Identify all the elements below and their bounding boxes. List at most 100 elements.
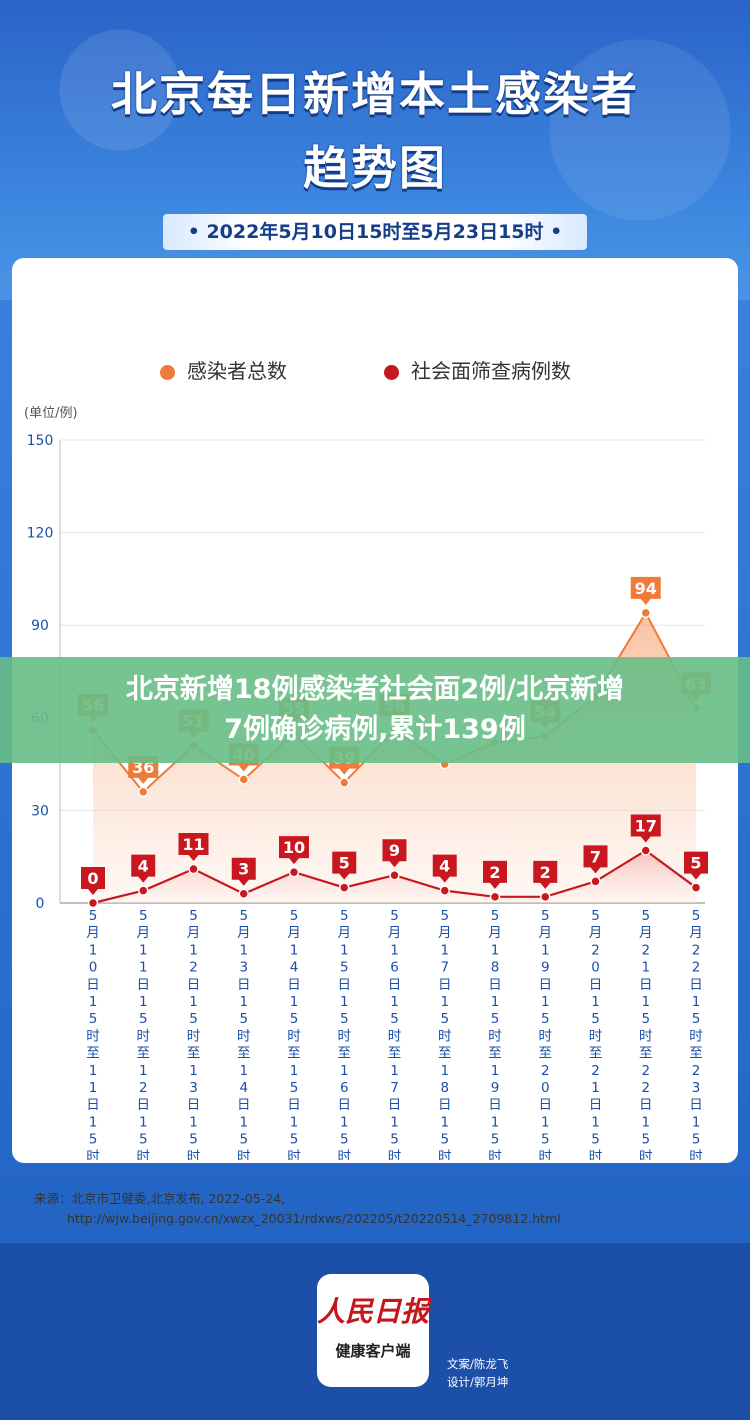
data-label: 7 [583,845,608,874]
data-label: 17 [630,814,661,843]
logo-caption: 健康客户端 [335,1342,411,1360]
source-url: http://wjw.beijing.gov.cn/xwzx_20031/rdx… [67,1211,561,1226]
data-label-box [131,854,156,883]
data-label-text: 4 [439,857,450,876]
data-point [489,891,501,903]
page-title-line1: 北京每日新增本土感染者 [111,67,639,121]
source-line1: 来源：北京市卫健委,北京发布, 2022-05-24, [34,1191,286,1206]
data-label-text: 9 [389,841,400,860]
x-tick-label: 5 月 1 7 日 1 5 时至 1 8 日 1 5 时 [438,908,452,1160]
credit-writer: 文案/陈龙飞 [447,1357,509,1371]
data-label: 0 [81,867,105,895]
data-point [439,885,450,896]
x-tick-label: 5 月 1 6 日 1 5 时至 1 7 日 1 5 时 [388,908,402,1160]
x-tick-label: 5 月 1 5 日 1 5 时至 1 6 日 1 5 时 [338,908,352,1160]
data-label-box [483,860,507,889]
headline-line2: 7例确诊病例,累计139例 [224,714,526,745]
y-tick-label: 90 [31,618,49,634]
data-label: 94 [630,576,661,605]
y-tick-label: 120 [27,526,54,542]
data-label: 5 [332,851,357,880]
legend-dot-red [384,365,399,380]
data-label-box [231,857,256,886]
data-label-text: 4 [138,857,149,876]
legend-dot-orange [160,365,175,380]
headline-line1: 北京新增18例感染者社会面2例/北京新增 [125,674,625,705]
data-label-box [630,814,661,843]
data-label-text: 7 [590,847,601,866]
data-point [188,863,199,875]
y-tick-label: 30 [31,803,49,819]
data-point [389,869,400,881]
data-label-text: 11 [182,835,204,854]
line-chart: 0306090120150 56365140553956549463041131… [27,433,711,1160]
data-point [138,786,149,798]
data-label-box [178,833,209,862]
x-tick-label: 5 月 1 3 日 1 5 时至 1 4 日 1 5 时 [237,908,251,1160]
data-label-box [382,839,407,868]
y-tick-label: 150 [27,433,54,449]
data-point [590,876,601,887]
legend-label-total: 感染者总数 [187,359,287,383]
data-label: 2 [483,860,507,889]
data-label-text: 94 [635,579,657,598]
x-tick-label: 5 月 1 4 日 1 5 时至 1 5 日 1 5 时 [287,908,301,1160]
data-label-box [684,851,708,880]
x-tick-label: 5 月 1 9 日 1 5 时至 2 0 日 1 5 时 [539,908,553,1160]
data-label-box [630,576,661,605]
app-logo: 人民日报 健康客户端 [317,1274,429,1387]
data-label: 11 [178,833,209,862]
data-label-box [432,854,457,883]
data-point [640,845,651,856]
data-point [288,866,300,878]
page-title-line2: 趋势图 [303,141,447,195]
data-point [339,882,350,893]
logo-script-text: 人民日报 [317,1295,430,1328]
x-tick-label: 5 月 1 2 日 1 5 时至 1 3 日 1 5 时 [187,908,201,1160]
data-label-text: 17 [635,817,657,836]
x-tick-label: 5 月 1 0 日 1 5 时至 1 1 日 1 5 时 [86,908,100,1160]
data-point [138,885,149,896]
data-point [640,607,651,619]
headline-banner: 北京新增18例感染者社会面2例/北京新增 7例确诊病例,累计139例 [0,657,750,763]
data-label-text: 3 [238,860,249,879]
date-range-badge: • 2022年5月10日15时至5月23日15时 • [163,214,587,250]
y-axis-unit-label: (单位/例) [24,406,78,421]
data-label-text: 0 [87,869,98,888]
data-label-box [533,860,558,889]
data-label-box [279,836,309,865]
data-label: 4 [432,854,457,883]
data-label-box [583,845,608,874]
legend-item-total: 感染者总数 [160,355,287,383]
x-tick-label: 5 月 1 1 日 1 5 时至 1 2 日 1 5 时 [137,908,151,1160]
x-tick-label: 5 月 2 0 日 1 5 时至 2 1 日 1 5 时 [589,908,603,1160]
data-label: 3 [231,857,256,886]
data-label: 4 [131,854,156,883]
data-label-text: 5 [339,854,350,873]
data-label-box [332,851,357,880]
header-background [0,0,750,300]
data-label: 5 [684,851,708,880]
data-label-text: 5 [690,854,701,873]
data-label-text: 10 [283,838,305,857]
data-point [238,774,249,785]
data-label: 9 [382,839,407,868]
data-label-text: 2 [489,863,500,882]
data-label-box [81,867,105,895]
data-label: 10 [279,836,309,865]
credit-designer: 设计/郭月坤 [447,1375,509,1389]
data-point [87,897,99,909]
data-label: 2 [533,860,558,889]
legend-label-social: 社会面筛查病例数 [411,359,571,383]
y-tick-label: 0 [36,896,45,912]
data-point [339,777,350,788]
data-label-text: 2 [540,863,551,882]
x-tick-label: 5 月 2 1 日 1 5 时至 2 2 日 1 5 时 [639,908,653,1160]
data-point [238,888,249,899]
data-point [540,891,551,903]
data-point [690,882,702,893]
x-tick-label: 5 月 1 8 日 1 5 时至 1 9 日 1 5 时 [488,908,502,1160]
x-tick-label: 5 月 2 2 日 1 5 时至 2 3 日 1 5 时 [689,908,703,1160]
legend-item-social: 社会面筛查病例数 [384,355,571,383]
